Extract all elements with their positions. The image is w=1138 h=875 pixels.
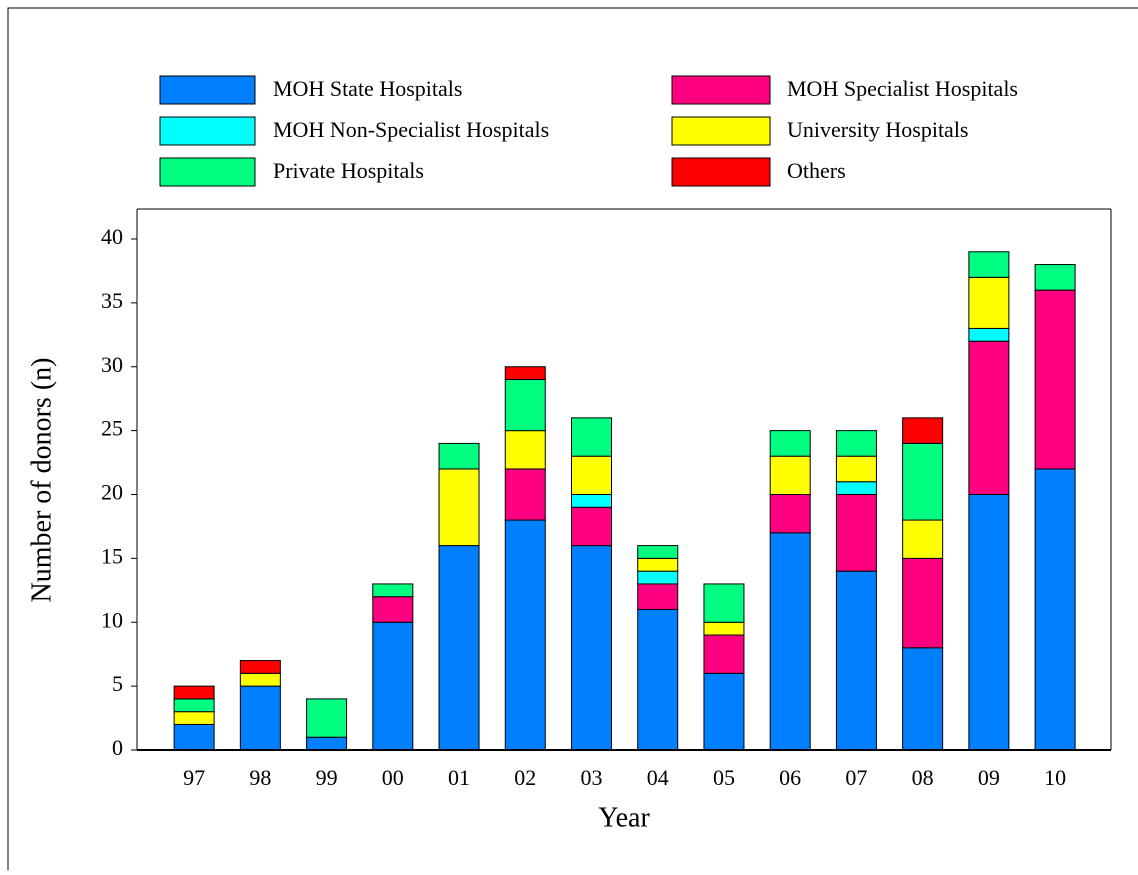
legend-label: Private Hospitals: [273, 158, 424, 183]
bar-segment: [306, 698, 348, 738]
bar-segment: [637, 583, 679, 610]
x-tick-label: 09: [978, 765, 1000, 790]
x-tick-label: 04: [647, 765, 669, 790]
bar-segment: [173, 698, 215, 713]
bar-segment: [1034, 468, 1076, 751]
x-axis-label: Year: [598, 802, 650, 833]
x-tick-label: 99: [316, 765, 338, 790]
x-tick-label: 05: [713, 765, 735, 790]
bar-segment: [504, 430, 546, 470]
bar-segment: [173, 723, 215, 751]
bar-segment: [902, 417, 944, 444]
bar-segment: [769, 532, 811, 751]
bar-segment: [703, 583, 745, 623]
y-tick-label: 0: [112, 735, 123, 760]
legend-swatch: [159, 75, 256, 105]
x-tick-label: 06: [779, 765, 801, 790]
y-tick-label: 20: [101, 480, 123, 505]
bar-segment: [637, 608, 679, 751]
legend-label: MOH Specialist Hospitals: [787, 76, 1018, 101]
y-tick-label: 10: [101, 607, 123, 632]
bar-segment: [1034, 264, 1076, 291]
bar-segment: [504, 366, 546, 381]
y-tick-label: 35: [101, 288, 123, 313]
x-tick-label: 02: [514, 765, 536, 790]
bar-segment: [769, 494, 811, 534]
bar-segment: [239, 660, 281, 674]
bar-segment: [835, 570, 877, 751]
y-axis-label: Number of donors (n): [26, 358, 57, 603]
bar-segment: [239, 685, 281, 751]
x-tick-label: 98: [249, 765, 271, 790]
bar-segment: [504, 468, 546, 521]
bar-segment: [703, 621, 745, 636]
bar-segment: [902, 647, 944, 751]
bar-segment: [968, 276, 1010, 329]
legend-label: Others: [787, 158, 846, 183]
bar-segment: [835, 430, 877, 457]
bar-segment: [372, 621, 414, 751]
x-tick-label: 10: [1044, 765, 1066, 790]
bar-segment: [306, 736, 348, 751]
legend-swatch: [159, 116, 256, 146]
bar-segment: [968, 251, 1010, 278]
bar-segment: [570, 506, 612, 547]
bar-segment: [239, 672, 281, 687]
bar-segment: [570, 545, 612, 751]
bar-segment: [570, 455, 612, 495]
x-tick-label: 08: [912, 765, 934, 790]
legend-label: University Hospitals: [787, 117, 969, 142]
bar-segment: [570, 494, 612, 508]
legend-label: MOH State Hospitals: [273, 76, 462, 101]
legend-swatch: [671, 157, 771, 187]
bar-segment: [637, 545, 679, 559]
y-tick-label: 15: [101, 543, 123, 568]
y-tick-label: 5: [112, 671, 123, 696]
bar-segment: [902, 519, 944, 559]
bar-segment: [968, 327, 1010, 342]
bar-segment: [835, 481, 877, 496]
bar-segment: [173, 685, 215, 700]
bar-segment: [438, 545, 480, 751]
bar-segment: [769, 455, 811, 495]
bar-segment: [637, 557, 679, 572]
bar-segment: [835, 455, 877, 483]
y-tick-label: 40: [101, 224, 123, 249]
x-tick-label: 00: [382, 765, 404, 790]
y-tick-label: 25: [101, 416, 123, 441]
legend-swatch: [159, 157, 256, 187]
y-tick-label: 30: [101, 352, 123, 377]
bar-segment: [902, 557, 944, 649]
bar-segment: [438, 468, 480, 547]
bar-segment: [438, 442, 480, 470]
bar-segment: [637, 570, 679, 585]
bar-segment: [372, 583, 414, 598]
x-tick-label: 07: [845, 765, 867, 790]
bar-segment: [372, 596, 414, 623]
bar-segment: [968, 494, 1010, 751]
legend-swatch: [671, 75, 771, 105]
legend-label: MOH Non-Specialist Hospitals: [273, 117, 549, 142]
legend-swatch: [671, 116, 771, 146]
x-tick-label: 97: [183, 765, 205, 790]
bar-segment: [504, 379, 546, 432]
bar-segment: [504, 519, 546, 751]
frame: [7, 7, 1138, 875]
x-tick-label: 03: [580, 765, 602, 790]
x-tick-label: 01: [448, 765, 470, 790]
bar-segment: [703, 672, 745, 751]
bar-segment: [968, 340, 1010, 496]
bar-segment: [769, 430, 811, 457]
bar-segment: [703, 634, 745, 674]
bar-segment: [173, 711, 215, 725]
bar-segment: [570, 417, 612, 457]
bar-segment: [902, 442, 944, 521]
bar-segment: [1034, 289, 1076, 470]
bar-segment: [835, 494, 877, 572]
